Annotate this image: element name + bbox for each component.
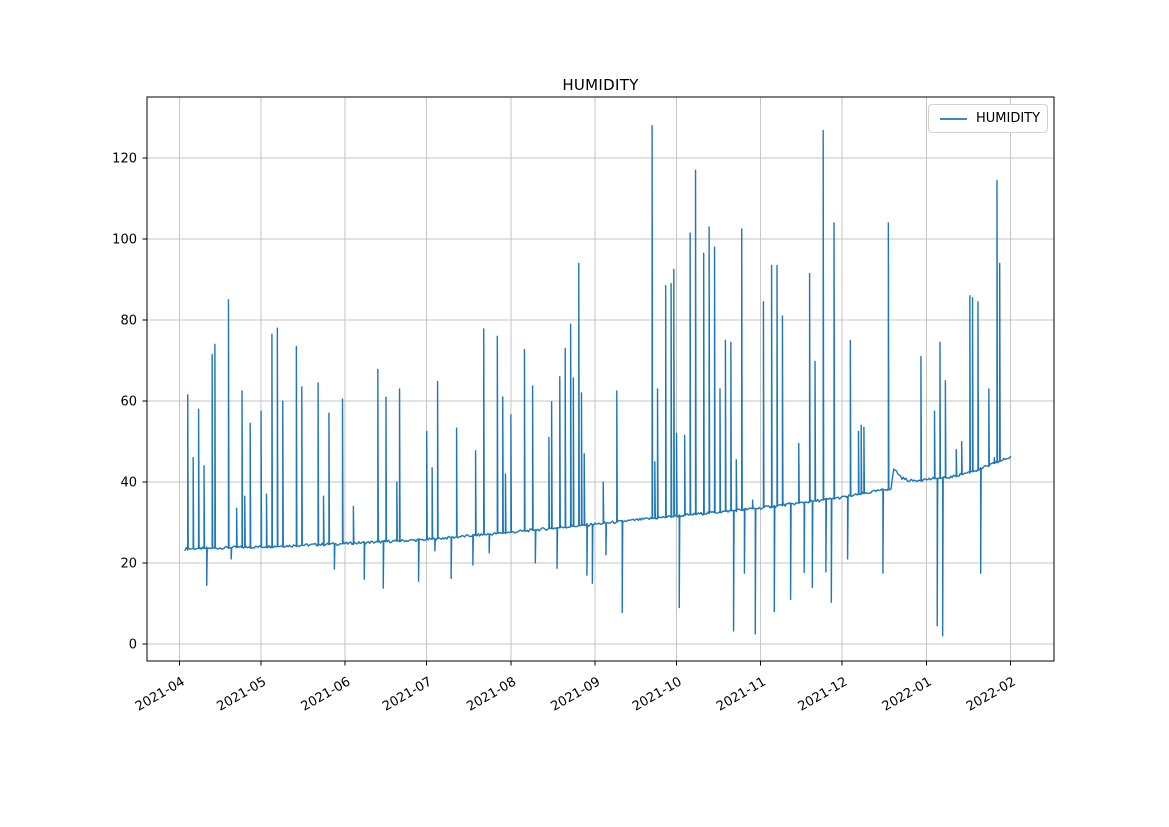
legend-label: HUMIDITY (976, 111, 1041, 126)
y-tick-label: 80 (120, 314, 137, 329)
x-tick-label: 2021-11 (714, 674, 769, 714)
x-tick-label: 2021-12 (796, 674, 851, 714)
y-tick-label: 100 (112, 233, 137, 248)
y-tick-label: 0 (129, 637, 137, 652)
x-tick-label: 2022-01 (880, 674, 935, 714)
chart-title: HUMIDITY (562, 76, 639, 94)
x-tick-label: 2021-05 (215, 674, 270, 714)
y-tick-label: 20 (120, 557, 137, 572)
x-tick-label: 2022-02 (964, 674, 1019, 714)
x-tick-label: 2021-09 (549, 674, 604, 714)
x-tick-label: 2021-10 (630, 674, 685, 714)
plot-frame (146, 96, 1055, 662)
x-tick-label: 2021-08 (464, 674, 519, 714)
y-tick-label: 120 (112, 152, 137, 167)
humidity-series-line (184, 125, 1012, 637)
x-tick-label: 2021-06 (299, 674, 354, 714)
legend: HUMIDITY (928, 104, 1048, 133)
x-tick-label: 2021-07 (380, 674, 435, 714)
y-tick-label: 60 (120, 395, 137, 410)
y-tick-label: 40 (120, 476, 137, 491)
x-tick-label: 2021-04 (133, 674, 188, 714)
legend-line-icon (940, 117, 967, 120)
